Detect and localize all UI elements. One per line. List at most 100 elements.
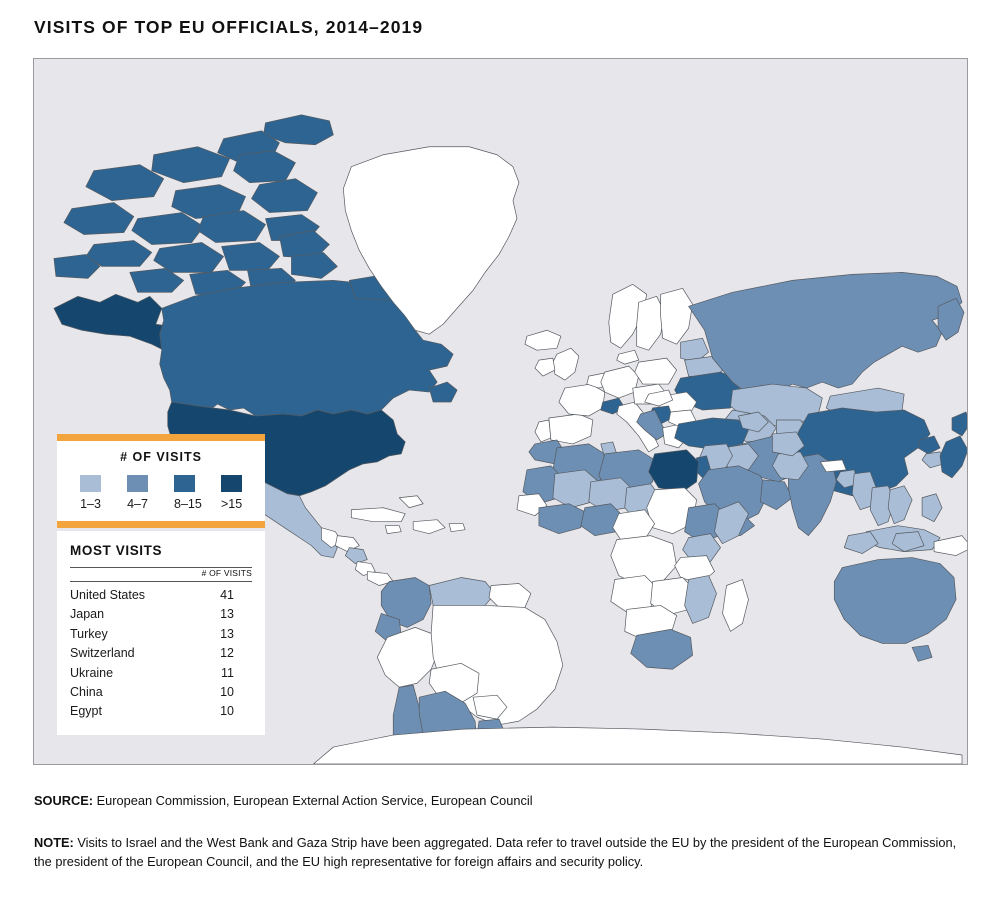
country-thailand	[869, 485, 895, 527]
country-nepal-bhutan	[819, 459, 847, 473]
country-portugal	[534, 419, 552, 443]
country-panama	[366, 571, 394, 586]
country-papua-new-guinea	[933, 535, 967, 556]
country-jamaica	[384, 525, 402, 535]
country-pakistan	[772, 451, 809, 481]
cell-country: Egypt	[70, 704, 102, 719]
note-label: NOTE:	[34, 835, 74, 850]
cell-country: Japan	[70, 607, 105, 622]
country-west-africa-coast	[538, 503, 586, 535]
cell-visits: 10	[220, 704, 234, 719]
country-borneo	[891, 531, 925, 552]
cell-visits: 13	[220, 607, 234, 622]
table-row: Japan 13	[70, 605, 252, 624]
country-puerto-rico	[448, 523, 466, 533]
table-row: Switzerland 12	[70, 644, 252, 663]
legend-top-rule	[57, 434, 265, 441]
cell-country: Switzerland	[70, 646, 135, 661]
country-egypt	[648, 449, 699, 493]
country-hispaniola	[412, 519, 446, 535]
legend-bottom-rule	[57, 521, 265, 528]
country-colombia	[380, 577, 432, 628]
table-row: Ukraine 11	[70, 663, 252, 682]
page-title: VISITS OF TOP EU OFFICIALS, 2014–2019	[34, 17, 424, 37]
country-russia	[688, 272, 963, 395]
map-countries	[53, 114, 967, 764]
country-antarctica	[313, 726, 963, 764]
note-block: NOTE: Visits to Israel and the West Bank…	[34, 833, 964, 872]
source-text: European Commission, European External A…	[96, 793, 533, 808]
table-row: United States 41	[70, 582, 252, 605]
cell-country: Ukraine	[70, 665, 114, 680]
country-australia	[833, 557, 957, 644]
country-ireland	[534, 357, 556, 377]
country-sumatra	[843, 531, 879, 554]
cell-visits: 12	[220, 646, 234, 661]
country-italy	[616, 401, 660, 453]
note-text: Visits to Israel and the West Bank and G…	[34, 835, 957, 870]
country-peru	[376, 627, 440, 688]
country-norway	[608, 284, 648, 349]
country-denmark	[616, 349, 640, 365]
country-balkans	[636, 409, 667, 441]
cell-visits: 13	[220, 626, 234, 641]
country-bahamas	[398, 495, 424, 509]
country-finland	[660, 288, 693, 345]
table-body: United States 41 Japan 13 Turkey 13 Swit…	[70, 582, 252, 722]
table-head: # OF VISITS	[70, 567, 252, 582]
legend-bin-1: 1–3	[80, 475, 101, 511]
country-north-korea	[917, 435, 941, 455]
legend-bin-label: 4–7	[127, 497, 148, 511]
country-greenland	[342, 146, 520, 335]
most-visits-card: MOST VISITS # OF VISITS United States 41…	[57, 531, 265, 736]
cell-visits: 11	[221, 665, 234, 680]
table-row: Egypt 10	[70, 702, 252, 721]
country-canada-arctic	[53, 114, 338, 297]
country-canada-newfoundland	[428, 381, 458, 403]
country-poland	[634, 357, 677, 385]
map-legend: # OF VISITS 1–3 4–7 8–15 >15	[57, 434, 265, 528]
source-line: SOURCE: European Commission, European Ex…	[34, 793, 533, 808]
country-russia-kamchatka	[937, 297, 965, 341]
legend-bin-3: 8–15	[174, 475, 202, 511]
country-tasmania	[911, 644, 933, 662]
column-header-visits: # OF VISITS	[201, 568, 252, 578]
country-kenya	[682, 533, 721, 562]
legend-bin-2: 4–7	[127, 475, 148, 511]
legend-bin-label: 8–15	[174, 497, 202, 511]
country-madagascar	[722, 579, 749, 632]
country-south-africa	[630, 629, 693, 670]
country-philippines	[921, 493, 943, 523]
country-afghanistan	[772, 431, 805, 457]
source-label: SOURCE:	[34, 793, 94, 808]
legend-swatch-icon	[221, 475, 242, 492]
table-row: China 10	[70, 682, 252, 701]
legend-bin-label: 1–3	[80, 497, 101, 511]
table-row: Turkey 13	[70, 624, 252, 643]
cell-visits: 41	[220, 588, 234, 602]
legend-bin-4: >15	[221, 475, 242, 511]
cell-visits: 10	[220, 684, 234, 699]
legend-swatch-row: 1–3 4–7 8–15 >15	[57, 475, 265, 511]
column-header-country	[70, 568, 179, 582]
country-south-korea	[921, 451, 945, 469]
cell-country: Turkey	[70, 626, 108, 641]
legend-bin-label: >15	[221, 497, 243, 511]
country-iceland	[524, 329, 562, 351]
country-vietnam	[887, 485, 913, 525]
country-oman-uae	[760, 479, 793, 511]
most-visits-title: MOST VISITS	[70, 543, 163, 558]
legend-title: # OF VISITS	[120, 450, 202, 464]
country-germany	[600, 365, 640, 399]
table-header-row: # OF VISITS	[70, 567, 252, 582]
country-bangladesh	[835, 469, 859, 489]
most-visits-table: # OF VISITS United States 41 Japan 13 Tu…	[70, 567, 252, 721]
country-georgia-armenia-azerbaijan	[738, 411, 769, 433]
cell-country: China	[70, 684, 103, 699]
country-somalia	[714, 501, 749, 544]
legend-swatch-icon	[127, 475, 148, 492]
country-hungary	[644, 389, 673, 407]
country-sweden	[636, 295, 665, 351]
country-sudan	[646, 487, 697, 535]
